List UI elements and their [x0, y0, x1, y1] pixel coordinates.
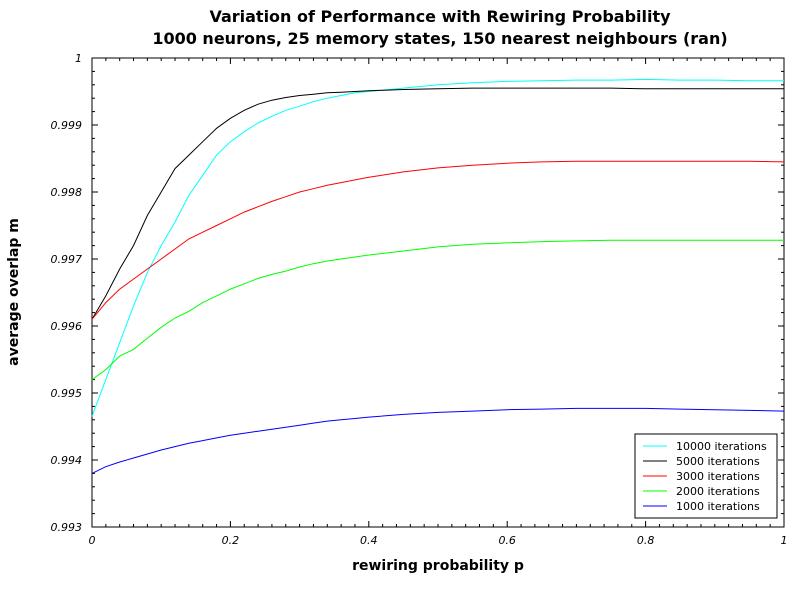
- y-tick-label: 1: [75, 52, 82, 65]
- y-tick-label: 0.998: [51, 186, 83, 199]
- series-line-2000-iterations: [91, 239, 784, 381]
- legend: 10000 iterations 5000 iterations 3000 iter…: [634, 433, 778, 519]
- series-line-10000-iterations: [91, 78, 784, 417]
- axis-ticks: 0 0.2 0.4 0.6 0.8 1 0.993 0.994 0.995 0.996 0.997 0…: [51, 52, 788, 547]
- y-tick-label: 0.999: [51, 119, 83, 132]
- x-tick-label: 0.8: [637, 534, 655, 547]
- series-line-3000-iterations: [91, 160, 785, 320]
- y-tick-label: 0.994: [51, 454, 83, 467]
- legend-label: 2000 iterations: [676, 485, 760, 498]
- series-lines: [91, 78, 785, 474]
- chart-subtitle: 1000 neurons, 25 memory states, 150 near…: [152, 29, 727, 48]
- legend-label: 10000 iterations: [676, 440, 767, 453]
- legend-label: 5000 iterations: [676, 455, 760, 468]
- y-tick-label: 0.997: [51, 253, 83, 266]
- series-line-5000-iterations: [91, 87, 784, 320]
- y-axis-label: average overlap m: [6, 218, 22, 366]
- x-axis-label: rewiring probability p: [352, 558, 524, 574]
- chart-title: Variation of Performance with Rewiring P…: [209, 7, 671, 26]
- y-tick-label: 0.995: [51, 387, 83, 400]
- x-tick-label: 0.4: [360, 534, 378, 547]
- x-tick-label: 0: [89, 534, 96, 547]
- x-tick-label: 0.6: [498, 534, 516, 547]
- x-tick-label: 1: [781, 534, 788, 547]
- x-tick-label: 0.2: [222, 534, 240, 547]
- series-line-1000-iterations: [91, 407, 785, 474]
- y-tick-label: 0.993: [51, 521, 83, 534]
- legend-label: 1000 iterations: [676, 500, 760, 513]
- y-tick-label: 0.996: [51, 320, 83, 333]
- legend-label: 3000 iterations: [676, 470, 760, 483]
